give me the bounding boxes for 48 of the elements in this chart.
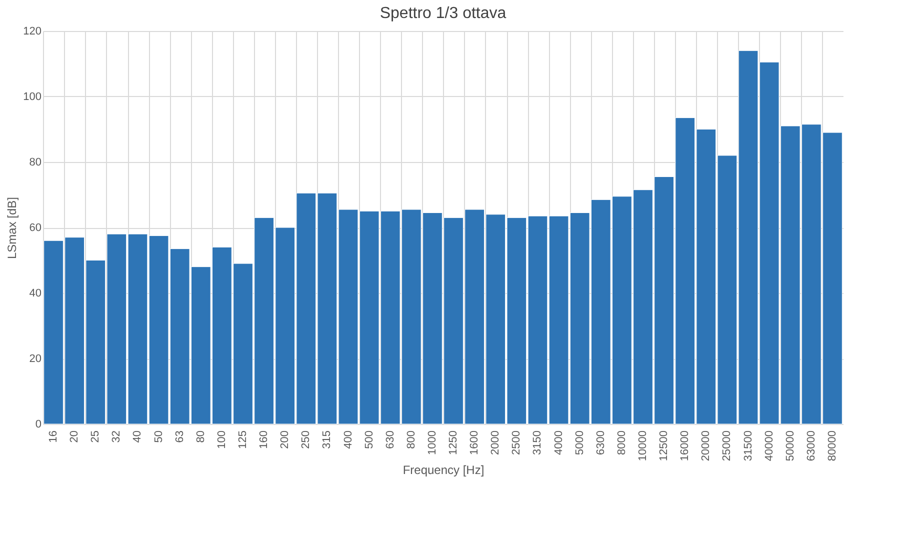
x-tick-label: 80000 [826,430,838,462]
y-tick-label: 80 [29,156,42,168]
x-tick-label: 25000 [721,430,734,462]
x-tick-label: 1000 [426,430,438,455]
x-tick-label: 50000 [784,430,796,462]
x-tick-label: 40000 [763,430,776,462]
x-tick-label: 16 [48,430,60,443]
y-tick-label: 120 [23,26,42,38]
x-tick-label: 40 [132,430,144,443]
x-tick-label: 100 [216,430,228,449]
x-axis-title: Frequency [Hz] [402,463,484,478]
x-tick-label: 3150 [532,430,544,455]
x-tick-label: 63 [174,430,186,443]
x-tick-label: 160 [258,430,270,449]
y-tick-label: 100 [23,91,42,103]
x-tick-label: 63000 [805,430,818,462]
x-tick-label: 32 [110,430,123,443]
x-tick-label: 25 [90,430,102,443]
x-tick-label: 20 [68,430,81,443]
x-tick-label: 20000 [700,430,712,462]
x-tick-label: 4000 [552,430,565,455]
y-tick-label: 20 [29,353,42,365]
x-tick-label: 315 [321,430,334,449]
x-tick-label: 500 [363,430,376,449]
x-tick-label: 8000 [616,430,628,455]
x-tick-label: 2500 [510,430,523,455]
y-tick-label: 40 [29,288,42,300]
x-tick-label: 125 [237,430,249,449]
x-tick-label: 2000 [490,430,502,455]
x-tick-label: 250 [300,430,312,449]
x-tick-label: 630 [384,430,396,449]
x-tick-label: 5000 [574,430,586,455]
x-tick-label: 1600 [468,430,481,455]
x-tick-label: 16000 [679,430,692,462]
y-tick-label: 60 [29,222,42,234]
chart-title: Spettro 1/3 ottava [380,5,506,22]
y-axis-title: LSmax [dB] [5,196,20,260]
x-tick-label: 400 [342,430,354,449]
x-tick-label: 200 [279,430,292,449]
x-tick-label: 800 [405,430,418,449]
x-tick-label: 6300 [594,430,607,455]
x-tick-label: 50 [152,430,165,443]
x-tick-label: 31500 [742,430,754,462]
x-tick-label: 12500 [658,430,670,462]
x-tick-label: 1250 [448,430,460,455]
x-tick-label: 10000 [637,430,649,462]
y-tick-label: 0 [35,418,42,430]
x-tick-label: 80 [194,430,207,443]
